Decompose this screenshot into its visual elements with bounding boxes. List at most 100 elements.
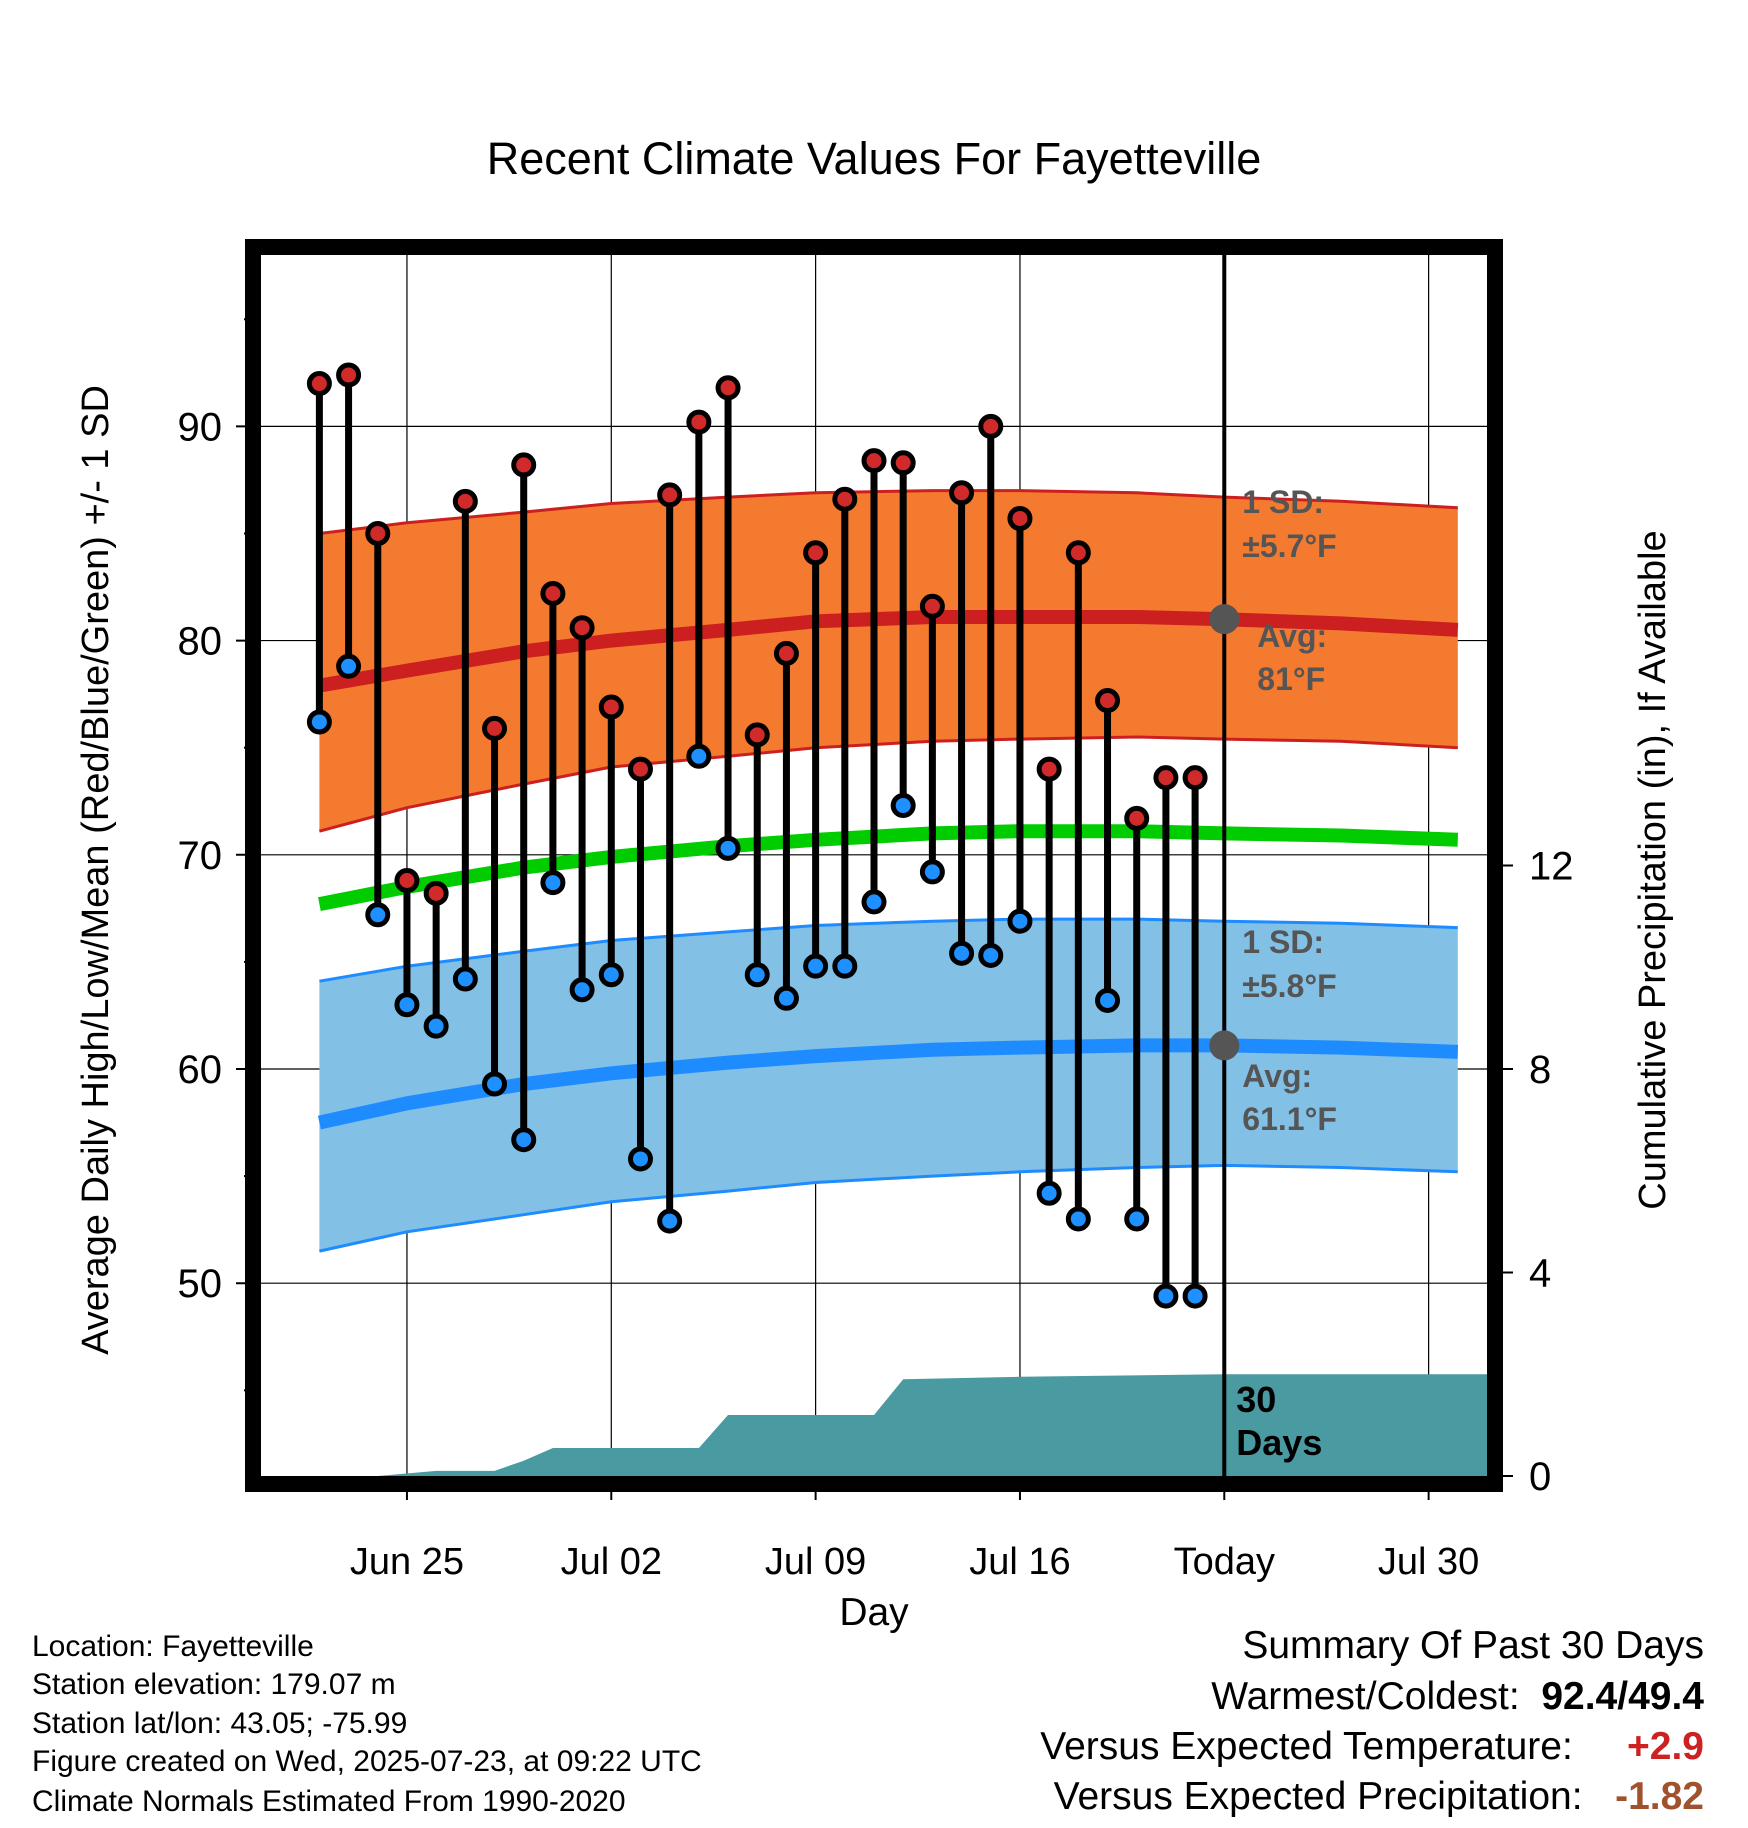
low-sd-label: 1 SD: xyxy=(1242,924,1324,960)
observed-low-point xyxy=(1007,908,1033,934)
observed-high-point xyxy=(686,409,712,435)
observed-high-point xyxy=(1124,805,1150,831)
observed-high-point xyxy=(1007,505,1033,531)
observed-low-point xyxy=(336,653,362,679)
observed-low-point xyxy=(832,953,858,979)
y2-axis-label: Cumulative Precipitation (in), If Availa… xyxy=(1632,530,1674,1209)
observed-low-point xyxy=(423,1013,449,1039)
info-elevation: Station elevation: 179.07 m xyxy=(32,1668,396,1701)
observed-high-point xyxy=(773,640,799,666)
precip-days-number: 30 xyxy=(1236,1379,1276,1420)
observed-high-point xyxy=(306,371,332,397)
observed-high-point xyxy=(423,880,449,906)
precip-cumulative-area xyxy=(261,1374,1487,1476)
observed-low-point xyxy=(773,985,799,1011)
high-avg-label: Avg: xyxy=(1257,618,1327,654)
observed-high-point xyxy=(1065,540,1091,566)
observed-low-point xyxy=(949,940,975,966)
observed-high-point xyxy=(744,722,770,748)
observed-high-point xyxy=(803,540,829,566)
observed-high-point xyxy=(861,448,887,474)
observed-high-point xyxy=(394,867,420,893)
observed-high-point xyxy=(715,375,741,401)
observed-low-point xyxy=(540,870,566,896)
observed-low-point xyxy=(598,962,624,988)
today-high-marker xyxy=(1209,604,1240,635)
summary-temp: Versus Expected Temperature: +2.9 xyxy=(1040,1727,1704,1766)
observed-high-point xyxy=(890,450,916,476)
observed-low-point xyxy=(1153,1283,1179,1309)
observed-low-point xyxy=(482,1071,508,1097)
observed-high-point xyxy=(598,694,624,720)
observed-low-point xyxy=(1095,987,1121,1013)
observed-low-point xyxy=(715,835,741,861)
observed-low-point xyxy=(1182,1283,1208,1309)
observed-low-point xyxy=(978,942,1004,968)
low-sd-value: ±5.8°F xyxy=(1242,968,1336,1004)
observed-high-point xyxy=(482,715,508,741)
observed-high-point xyxy=(978,413,1004,439)
y2-axis-tick-label: 4 xyxy=(1529,1252,1551,1296)
normal-high-band xyxy=(319,490,1458,832)
observed-low-point xyxy=(365,902,391,928)
observed-high-point xyxy=(627,756,653,782)
observed-low-point xyxy=(627,1146,653,1172)
observed-high-point xyxy=(919,593,945,619)
high-sd-value: ±5.7°F xyxy=(1242,528,1336,564)
chart-title: Recent Climate Values For Fayetteville xyxy=(487,133,1261,184)
summary-warmest-value: 92.4/49.4 xyxy=(1541,1675,1704,1718)
observed-low-point xyxy=(744,962,770,988)
today-low-marker xyxy=(1209,1030,1240,1061)
observed-high-point xyxy=(832,486,858,512)
y2-axis-tick-label: 12 xyxy=(1529,845,1574,889)
x-axis-tick-label: Jul 16 xyxy=(969,1541,1070,1583)
precip-days-label: Days xyxy=(1236,1422,1322,1463)
observed-high-point xyxy=(511,452,537,478)
observed-high-point xyxy=(1095,688,1121,714)
observed-high-point xyxy=(336,362,362,388)
observed-high-point xyxy=(452,488,478,514)
observed-low-point xyxy=(452,966,478,992)
summary-precip: Versus Expected Precipitation: -1.82 xyxy=(1054,1777,1704,1816)
observed-low-point xyxy=(1124,1206,1150,1232)
y2-axis-tick-label: 0 xyxy=(1529,1455,1551,1499)
observed-low-point xyxy=(890,793,916,819)
y-axis-tick-label: 80 xyxy=(178,620,223,664)
summary-temp-value: +2.9 xyxy=(1627,1725,1704,1768)
observed-low-point xyxy=(803,953,829,979)
y2-axis-tick-label: 8 xyxy=(1529,1048,1551,1092)
y-axis-tick-label: 90 xyxy=(178,405,223,449)
y-axis-tick-label: 50 xyxy=(178,1262,223,1306)
x-axis-tick-label: Jul 09 xyxy=(765,1541,866,1583)
summary-temp-label: Versus Expected Temperature: xyxy=(1040,1725,1573,1768)
observed-low-point xyxy=(306,709,332,735)
high-avg-value: 81°F xyxy=(1257,661,1325,697)
x-axis-tick-label: Today xyxy=(1174,1541,1275,1583)
observed-low-point xyxy=(1065,1206,1091,1232)
observed-low-point xyxy=(861,889,887,915)
observed-low-point xyxy=(511,1127,537,1153)
observed-low-point xyxy=(686,743,712,769)
observed-high-point xyxy=(1036,756,1062,782)
observed-high-point xyxy=(569,615,595,641)
info-created: Figure created on Wed, 2025-07-23, at 09… xyxy=(32,1745,702,1778)
x-axis-tick-label: Jul 30 xyxy=(1378,1541,1479,1583)
info-location: Location: Fayetteville xyxy=(32,1630,314,1663)
observed-high-point xyxy=(1182,765,1208,791)
y-axis-tick-label: 70 xyxy=(178,834,223,878)
summary-precip-label: Versus Expected Precipitation: xyxy=(1053,1775,1583,1818)
low-avg-label: Avg: xyxy=(1242,1058,1312,1094)
x-axis-tick-label: Jul 02 xyxy=(561,1541,662,1583)
y-axis-label: Average Daily High/Low/Mean (Red/Blue/Gr… xyxy=(75,385,117,1355)
normal-low-lower-line xyxy=(319,1163,1458,1253)
x-axis-label: Day xyxy=(839,1591,909,1634)
plot-area: 1 SD: ±5.7°F Avg: 81°F 1 SD: ±5.8°F Avg: 61.1°F… xyxy=(178,239,1574,1583)
plot-content xyxy=(261,255,1487,1476)
normal-low-band xyxy=(319,919,1458,1252)
observed-high-point xyxy=(949,480,975,506)
high-sd-label: 1 SD: xyxy=(1242,484,1324,520)
summary-warmest-label: Warmest/Coldest: xyxy=(1211,1675,1520,1718)
observed-low-point xyxy=(394,992,420,1018)
info-normals: Climate Normals Estimated From 1990-2020 xyxy=(32,1785,626,1818)
